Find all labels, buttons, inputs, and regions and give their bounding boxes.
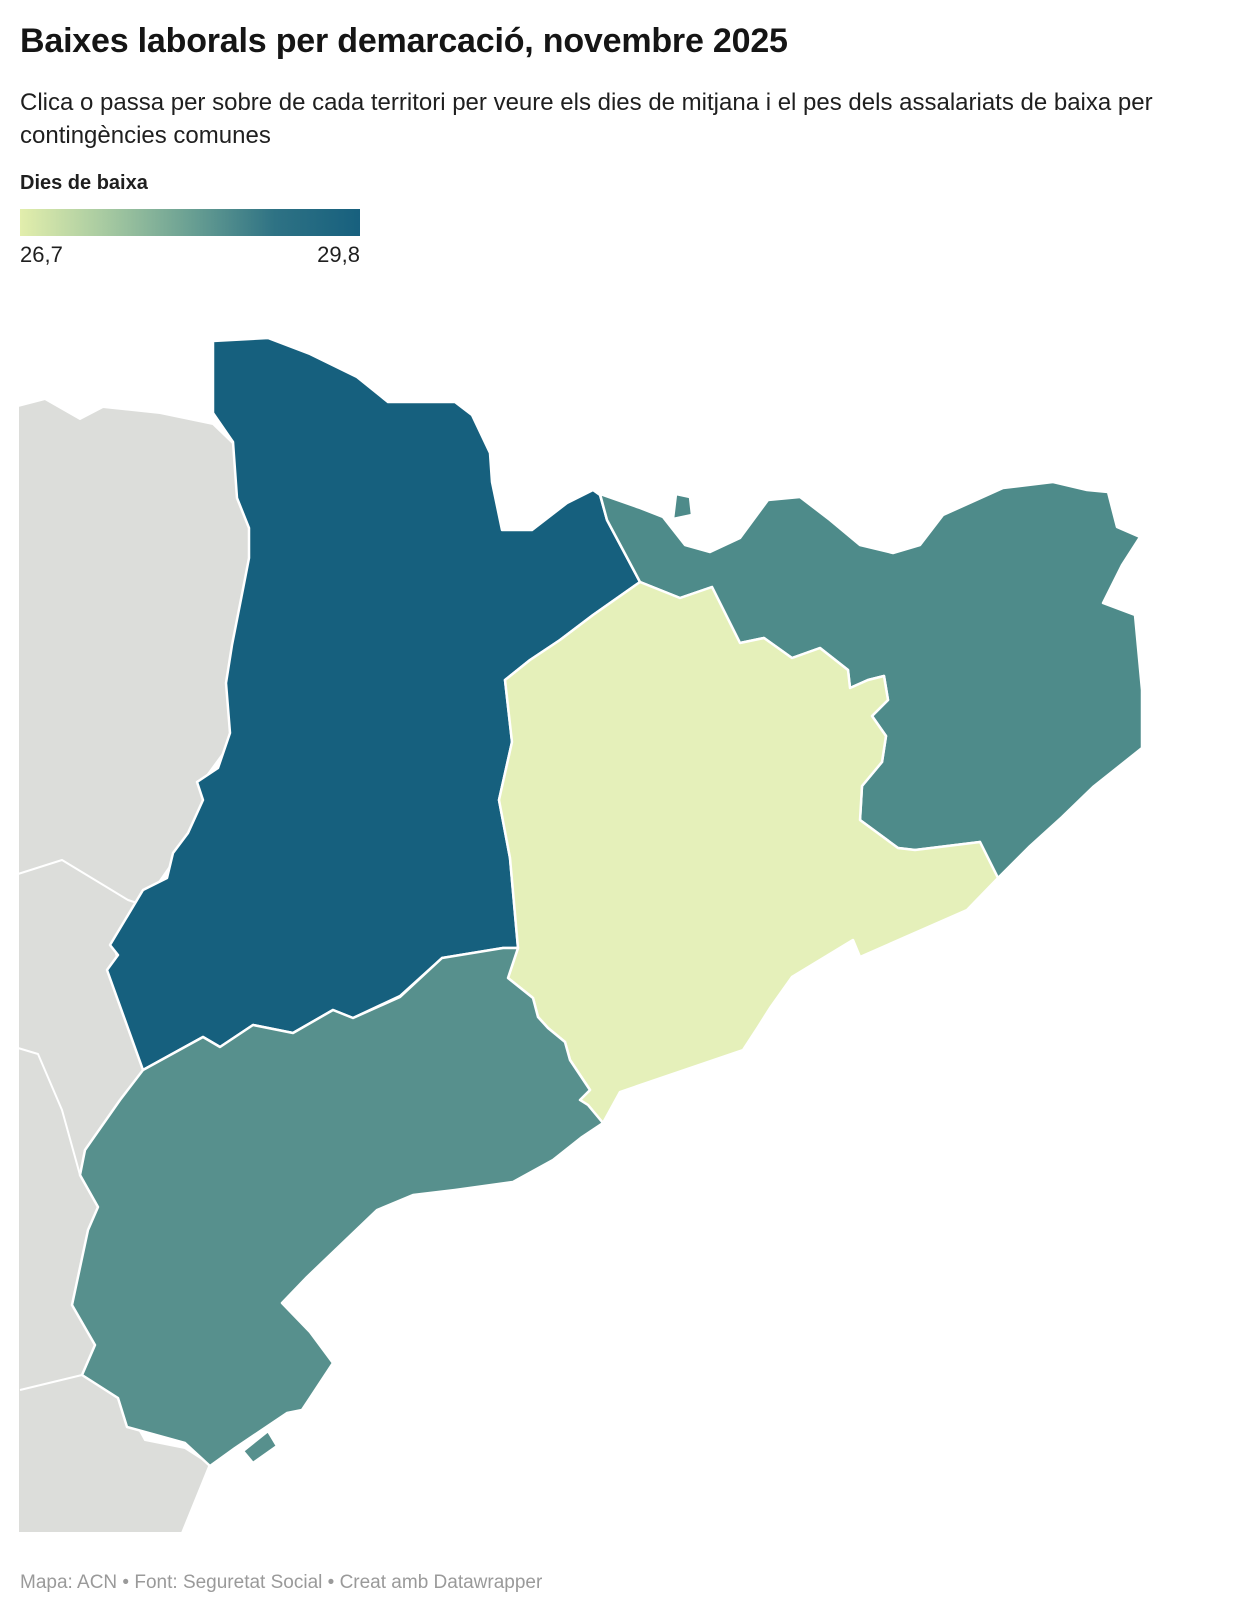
region-tarragona[interactable] [70,946,605,1468]
legend-gradient-bar [20,209,360,236]
region-tarragona-delta-islet[interactable] [241,1429,279,1465]
page-subtitle: Clica o passa per sobre de cada territor… [20,89,1153,149]
footer-credit: Mapa: ACN • Font: Seguretat Social • Cre… [20,1572,543,1593]
legend-max-label: 29,8 [317,242,360,267]
page-title: Baixes laborals per demarcació, novembre… [20,22,788,60]
legend-labels: 26,7 29,8 [20,242,360,268]
region-girona-llivia-exclave[interactable] [671,492,694,521]
region-barcelona[interactable] [497,580,1000,1125]
legend-min-label: 26,7 [20,242,63,267]
legend-title: Dies de baixa [20,172,148,194]
legend: Dies de baixa 26,7 29,8 [20,172,360,268]
